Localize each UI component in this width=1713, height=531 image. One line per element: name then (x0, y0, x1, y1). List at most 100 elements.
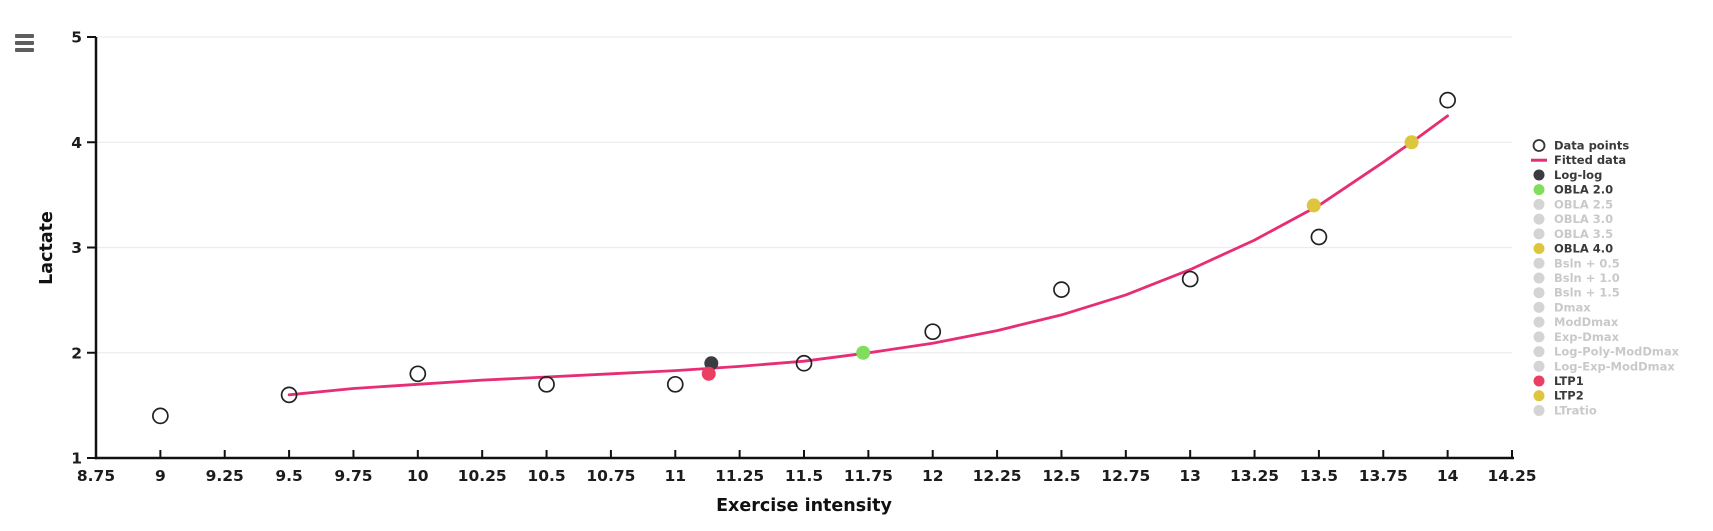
threshold-marker-ltp1 (701, 366, 716, 381)
legend-circle-icon (1533, 360, 1545, 372)
threshold-marker-obla-2-0 (856, 345, 871, 360)
legend-item-fitted-data[interactable]: Fitted data (1531, 153, 1626, 167)
legend-circle-icon (1533, 331, 1545, 343)
data-point (280, 386, 298, 404)
legend-circle-icon (1533, 346, 1545, 358)
legend-item-data-points[interactable]: Data points (1532, 139, 1630, 153)
legend-item-bsln-0-5[interactable]: Bsln + 0.5 (1533, 256, 1620, 270)
y-tick-label-3: 3 (71, 239, 82, 257)
legend-circle-icon (1533, 243, 1545, 255)
x-tick-label-12.5: 12.5 (1042, 467, 1080, 485)
legend-item-obla-3-5[interactable]: OBLA 3.5 (1533, 227, 1614, 241)
legend-item-log-log[interactable]: Log-log (1533, 168, 1603, 182)
legend-circle-icon (1533, 213, 1545, 225)
legend-circle-icon (1533, 390, 1545, 402)
legend-item-ltp2[interactable]: LTP2 (1533, 389, 1584, 403)
legend-label: Exp-Dmax (1554, 330, 1620, 344)
data-series (152, 91, 1456, 425)
legend-label: LTP2 (1554, 389, 1584, 403)
x-tick-label-13: 13 (1179, 467, 1201, 485)
x-tick-label-10: 10 (407, 467, 429, 485)
legend-label: OBLA 3.5 (1554, 227, 1613, 241)
x-tick-label-11: 11 (664, 467, 686, 485)
legend-item-log-exp-moddmax[interactable]: Log-Exp-ModDmax (1533, 359, 1676, 373)
data-point (1310, 228, 1328, 246)
x-tick-label-9.25: 9.25 (206, 467, 244, 485)
menu-bar (15, 48, 34, 52)
tick-labels: 8.75 9 9.25 9.5 9.75 10 10.25 10.5 10.75 11 11.25 1… (71, 29, 1536, 486)
threshold-marker-ltp2 (1306, 198, 1321, 213)
legend-label: LTratio (1554, 403, 1597, 417)
legend-circle-icon (1533, 375, 1545, 387)
legend-item-log-poly-moddmax[interactable]: Log-Poly-ModDmax (1533, 345, 1680, 359)
x-tick-label-12.75: 12.75 (1101, 467, 1150, 485)
fitted-curve (287, 114, 1449, 397)
legend-label: OBLA 4.0 (1554, 242, 1613, 256)
legend-label: Log-Exp-ModDmax (1554, 359, 1675, 373)
x-tick-label-12.25: 12.25 (973, 467, 1022, 485)
legend-circle-icon (1533, 198, 1545, 210)
legend-item-obla-2-5[interactable]: OBLA 2.5 (1533, 197, 1614, 211)
x-tick-label-13.5: 13.5 (1300, 467, 1338, 485)
legend-item-moddmax[interactable]: ModDmax (1533, 315, 1619, 329)
legend-label: OBLA 3.0 (1554, 212, 1613, 226)
x-tick-label-10.75: 10.75 (586, 467, 635, 485)
legend-circle-icon (1533, 228, 1545, 240)
legend-item-exp-dmax[interactable]: Exp-Dmax (1533, 330, 1620, 344)
axes (87, 36, 1514, 460)
legend-item-dmax[interactable]: Dmax (1533, 300, 1592, 314)
data-point (1439, 91, 1456, 109)
x-tick-label-10.25: 10.25 (458, 467, 507, 485)
legend-item-obla-2-0[interactable]: OBLA 2.0 (1533, 183, 1614, 197)
data-point (152, 407, 169, 425)
y-tick-label-4: 4 (71, 134, 82, 152)
threshold-marker-obla-4-0 (1404, 135, 1419, 150)
x-axis-title: Exercise intensity (716, 496, 892, 516)
legend-label: Dmax (1554, 300, 1591, 314)
data-point (1181, 270, 1199, 288)
data-point (666, 375, 684, 393)
legend-item-obla-4-0[interactable]: OBLA 4.0 (1533, 242, 1614, 256)
legend-circle-icon (1533, 301, 1545, 313)
legend-circle-icon (1533, 316, 1545, 328)
legend-circle-icon (1533, 272, 1545, 284)
x-tick-label-8.75: 8.75 (77, 467, 115, 485)
legend-item-ltp1[interactable]: LTP1 (1533, 374, 1584, 388)
menu-bar (15, 34, 34, 38)
x-tick-label-9.75: 9.75 (334, 467, 372, 485)
hamburger-menu-icon[interactable] (15, 34, 35, 52)
x-tick-label-14: 14 (1437, 467, 1459, 485)
x-tick-label-13.75: 13.75 (1359, 467, 1408, 485)
legend-item-bsln-1-5[interactable]: Bsln + 1.5 (1533, 286, 1620, 300)
x-tick-label-11.75: 11.75 (844, 467, 893, 485)
legend-label: Log-log (1554, 168, 1602, 182)
legend-label: Bsln + 1.0 (1554, 271, 1620, 285)
legend-circle-icon (1533, 287, 1545, 299)
legend-circle-icon (1533, 169, 1545, 181)
legend-item-bsln-1-0[interactable]: Bsln + 1.0 (1533, 271, 1620, 285)
legend-label: LTP1 (1554, 374, 1584, 388)
data-point (409, 365, 427, 383)
x-tick-label-11.5: 11.5 (785, 467, 823, 485)
legend-label: Bsln + 1.5 (1554, 286, 1620, 300)
data-point (795, 354, 813, 372)
legend-label: Fitted data (1554, 153, 1626, 167)
x-tick-label-13.25: 13.25 (1230, 467, 1279, 485)
data-point (924, 323, 942, 341)
legend-label: OBLA 2.0 (1554, 183, 1613, 197)
y-tick-label-5: 5 (71, 29, 82, 47)
legend-label: Data points (1554, 139, 1629, 153)
x-tick-label-11.25: 11.25 (715, 467, 764, 485)
legend-label: Bsln + 0.5 (1554, 256, 1620, 270)
legend-item-ltratio[interactable]: LTratio (1533, 403, 1597, 417)
x-tick-label-10.5: 10.5 (527, 467, 565, 485)
x-tick-label-12: 12 (922, 467, 944, 485)
y-axis-title: Lactate (37, 211, 57, 285)
y-tick-label-1: 1 (71, 450, 82, 468)
legend-item-obla-3-0[interactable]: OBLA 3.0 (1533, 212, 1614, 226)
legend-label: Log-Poly-ModDmax (1554, 345, 1680, 359)
legend-circle-icon (1533, 184, 1545, 196)
menu-bar (15, 41, 34, 45)
